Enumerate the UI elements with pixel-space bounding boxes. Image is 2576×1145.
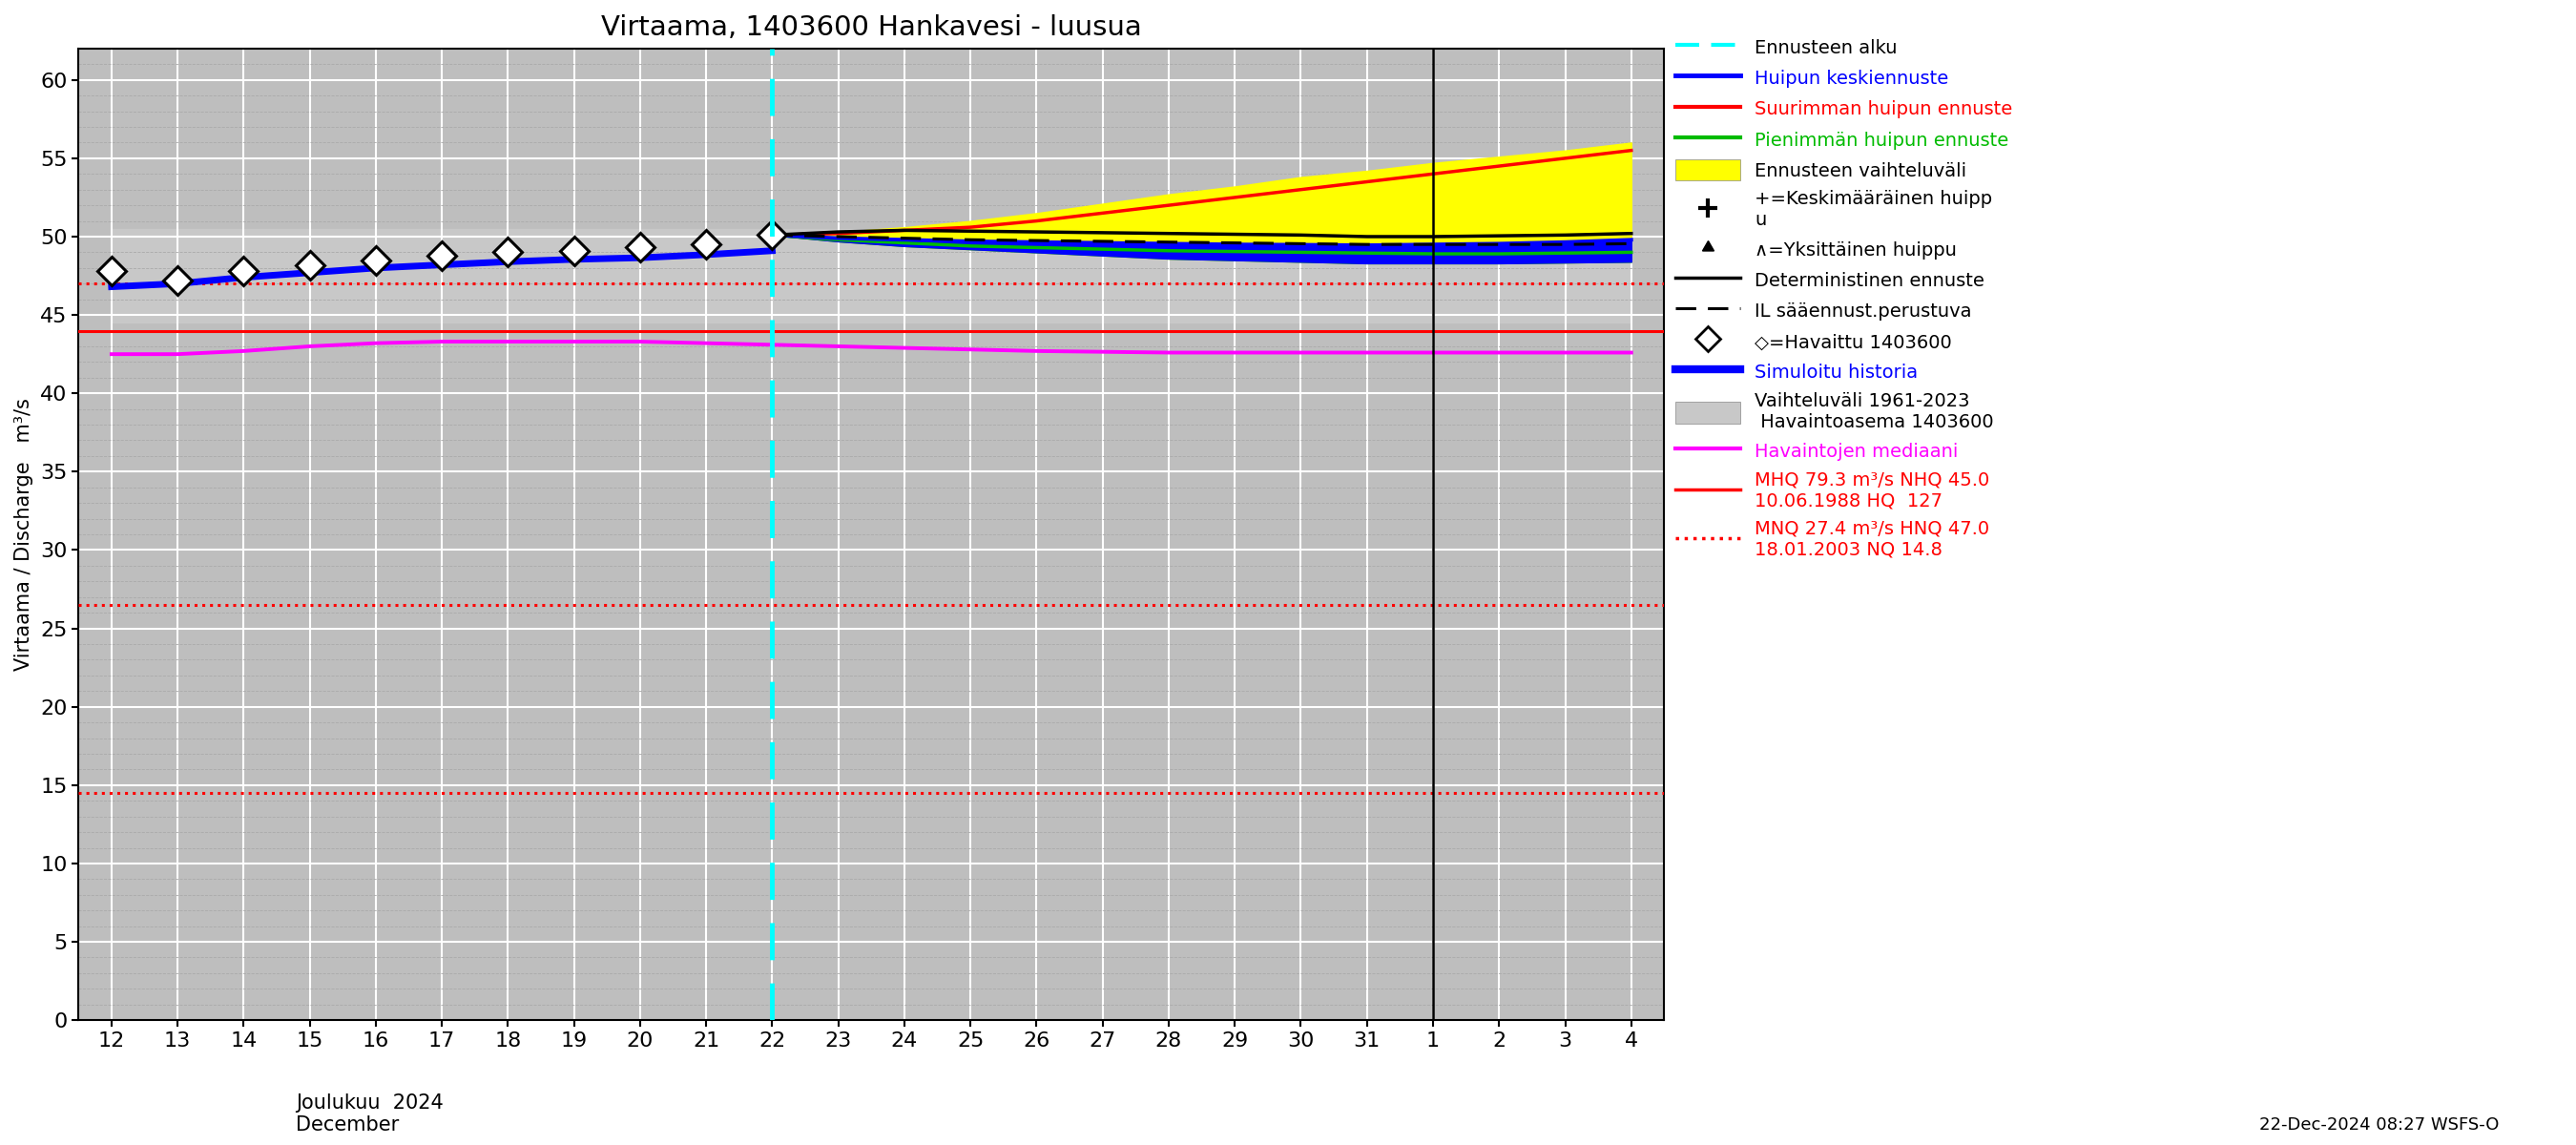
Text: Joulukuu  2024
December: Joulukuu 2024 December [296,1093,443,1135]
Text: 22-Dec-2024 08:27 WSFS-O: 22-Dec-2024 08:27 WSFS-O [2259,1116,2499,1134]
Y-axis label: Virtaama / Discharge   m³/s: Virtaama / Discharge m³/s [15,398,33,671]
Legend: Ennusteen alku, Huipun keskiennuste, Suurimman huipun ennuste, Pienimmän huipun : Ennusteen alku, Huipun keskiennuste, Suu… [1667,29,2020,566]
Title: Virtaama, 1403600 Hankavesi - luusua: Virtaama, 1403600 Hankavesi - luusua [600,14,1141,41]
